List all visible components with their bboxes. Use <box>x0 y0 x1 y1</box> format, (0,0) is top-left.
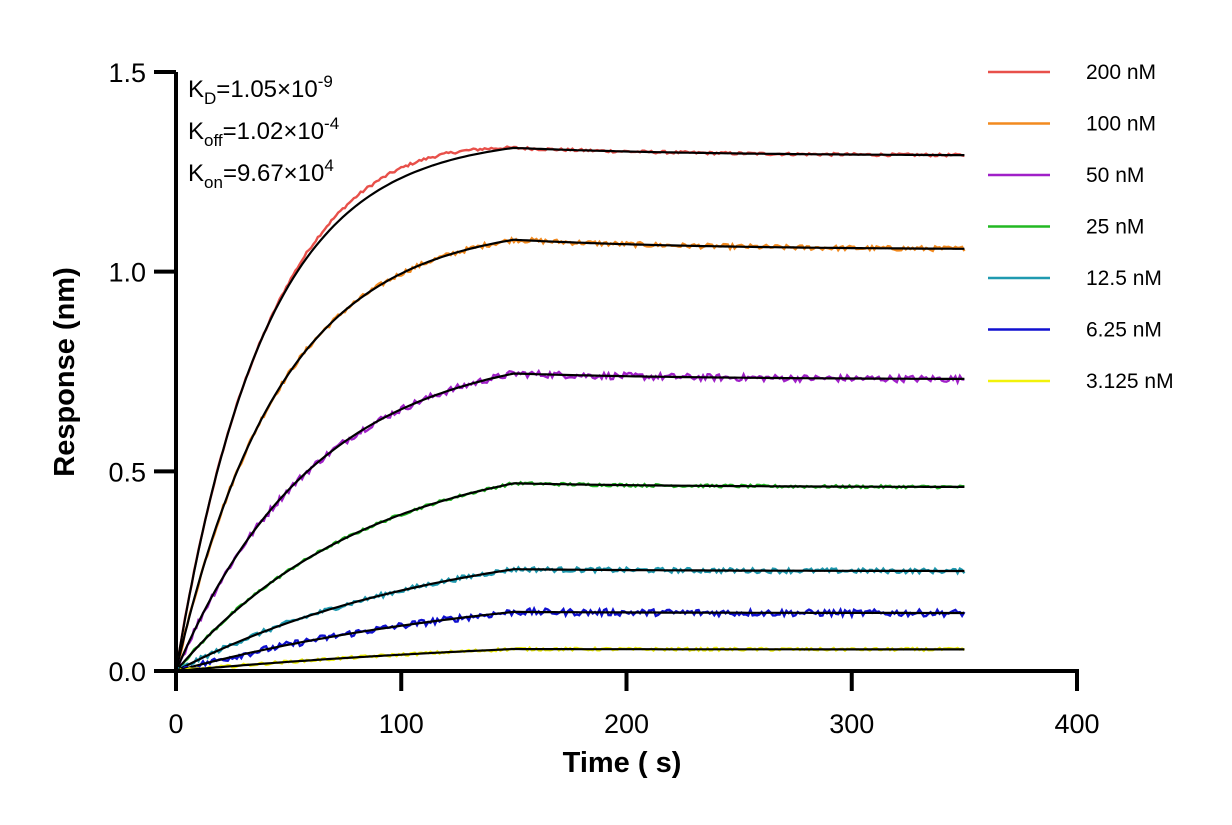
fit-line-5 <box>175 568 965 672</box>
kd-exponent: -9 <box>318 72 333 91</box>
series-line-7 <box>176 645 965 673</box>
fit-line-4 <box>175 482 965 672</box>
tick-labels: 0 100 200 300 400 0.0 0.5 1.0 1.5 <box>108 58 1099 739</box>
legend: 200 nM 100 nM 50 nM 25 nM 12.5 nM 6.25 nM 3.12… <box>988 61 1174 393</box>
series-line-2 <box>174 236 966 672</box>
y-axis-title: Response (nm) <box>49 267 81 476</box>
fit-line-3 <box>174 372 965 672</box>
x-axis-title: Time ( s) <box>563 747 682 779</box>
fit-line-1 <box>174 146 965 672</box>
x-tick-label: 300 <box>829 709 874 739</box>
legend-label-2: 100 nM <box>1086 113 1156 136</box>
x-tick-label: 200 <box>604 709 649 739</box>
legend-label-5: 12.5 nM <box>1086 267 1162 290</box>
series-line-3 <box>175 368 965 672</box>
legend-label-1: 200 nM <box>1086 61 1156 84</box>
axes <box>154 70 1079 691</box>
legend-label-4: 25 nM <box>1086 216 1144 239</box>
koff-symbol: K <box>188 118 204 145</box>
x-tick-label: 100 <box>379 709 424 739</box>
fit-line-6 <box>175 610 965 673</box>
kon-symbol: K <box>188 160 204 187</box>
x-tick-label: 0 <box>168 709 183 739</box>
kon-annotation: Kon=9.67×104 <box>188 156 334 192</box>
series-line-5 <box>175 565 966 672</box>
fit-line-2 <box>174 238 965 672</box>
legend-label-7: 3.125 nM <box>1086 370 1174 393</box>
y-tick-label: 1.5 <box>108 58 146 88</box>
x-tick-label: 400 <box>1054 709 1099 739</box>
legend-label-3: 50 nM <box>1086 164 1144 187</box>
koff-exponent: -4 <box>324 114 339 133</box>
y-tick-label: 1.0 <box>108 258 146 288</box>
y-tick-label: 0.0 <box>108 657 146 687</box>
kd-annotation: KD=1.05×10-9 <box>188 72 333 108</box>
fit-line-7 <box>175 647 965 673</box>
kon-value: =9.67×10 <box>223 160 324 187</box>
koff-subscript: off <box>204 131 223 150</box>
kon-exponent: 4 <box>324 156 333 175</box>
y-tick-label: 0.5 <box>108 457 146 487</box>
kd-value: =1.05×10 <box>216 76 317 103</box>
series-line-1 <box>174 145 965 672</box>
kd-symbol: K <box>188 76 204 103</box>
legend-label-6: 6.25 nM <box>1086 319 1162 342</box>
plot-curves <box>174 145 966 673</box>
kon-subscript: on <box>204 173 223 192</box>
kd-subscript: D <box>204 89 216 108</box>
koff-value: =1.02×10 <box>223 118 324 145</box>
koff-annotation: Koff=1.02×10-4 <box>188 114 339 150</box>
